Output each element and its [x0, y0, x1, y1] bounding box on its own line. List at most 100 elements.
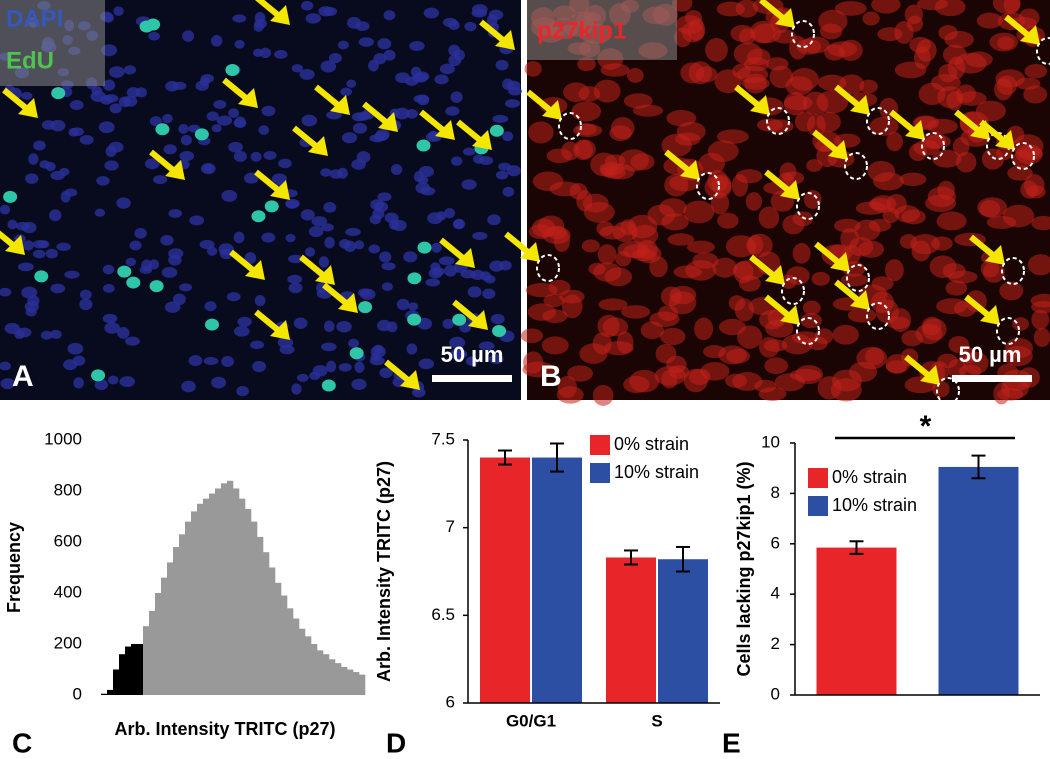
cell	[839, 74, 865, 95]
scale-bar-label: 50 µm	[441, 342, 504, 367]
cell	[620, 219, 637, 236]
nucleus	[25, 307, 37, 317]
cell-marker	[866, 302, 890, 330]
nucleus	[455, 349, 468, 359]
cell	[700, 362, 730, 381]
nucleus	[285, 233, 296, 243]
cell	[910, 234, 941, 255]
cell-marker	[791, 20, 815, 48]
nucleus	[253, 22, 264, 32]
nucleus	[482, 288, 496, 300]
cell	[929, 255, 957, 278]
nucleus	[41, 120, 56, 130]
edu-nucleus	[416, 139, 431, 152]
arrow-head	[18, 98, 38, 118]
nucleus	[182, 30, 195, 42]
nucleus	[107, 375, 119, 385]
cell	[840, 228, 860, 250]
error-bar	[971, 454, 986, 480]
nucleus	[420, 186, 436, 196]
cell	[1031, 215, 1050, 231]
x-tick-label: G0/G1	[506, 711, 556, 730]
nucleus	[67, 342, 84, 355]
cell	[901, 209, 926, 225]
nucleus	[148, 31, 160, 41]
histogram-bar	[251, 521, 258, 695]
nucleus	[449, 336, 466, 349]
cell	[948, 336, 970, 354]
nucleus	[261, 232, 276, 243]
nucleus	[492, 114, 509, 123]
nucleus	[340, 87, 353, 97]
cell	[671, 0, 693, 12]
cell	[733, 260, 754, 284]
bar	[658, 559, 708, 703]
edu-nucleus	[492, 324, 507, 337]
cell	[745, 192, 763, 211]
nucleus	[352, 122, 368, 134]
cell	[1011, 150, 1035, 168]
nucleus	[233, 118, 247, 128]
cell-marker	[781, 277, 805, 305]
nucleus	[45, 248, 59, 259]
cell	[716, 129, 749, 144]
nucleus	[250, 340, 265, 350]
nucleus	[502, 131, 514, 142]
cell	[659, 198, 687, 218]
arrow-head	[330, 95, 350, 115]
edu-nucleus	[225, 63, 240, 76]
nucleus	[203, 356, 219, 366]
nucleus	[445, 106, 460, 116]
nucleus	[391, 219, 407, 232]
cell	[734, 298, 755, 322]
nucleus	[318, 256, 330, 268]
nucleus	[465, 356, 479, 366]
nucleus	[148, 259, 160, 270]
nucleus	[413, 171, 424, 183]
nucleus	[102, 264, 115, 275]
cell	[1020, 180, 1038, 199]
x-axis-label: Arb. Intensity TRITC (p27)	[114, 719, 335, 739]
error-bar	[849, 540, 864, 555]
nucleus	[293, 317, 308, 329]
cell	[716, 1, 745, 17]
bar	[816, 547, 897, 695]
nucleus	[462, 147, 476, 156]
cell	[976, 12, 1003, 29]
nucleus	[346, 16, 362, 29]
nucleus	[216, 115, 233, 126]
edu-nucleus	[155, 123, 170, 136]
nucleus	[288, 282, 303, 294]
nucleus	[394, 107, 410, 120]
nucleus	[354, 361, 365, 373]
cell	[996, 75, 1018, 95]
cell	[666, 355, 687, 373]
scale-bar	[952, 375, 1032, 382]
cell	[803, 190, 822, 210]
arrow-head	[435, 120, 455, 140]
nucleus	[237, 316, 252, 327]
nucleus	[258, 125, 270, 135]
nucleus	[72, 355, 86, 366]
nucleus	[165, 80, 179, 92]
cell	[834, 218, 861, 233]
edu-nucleus	[126, 276, 141, 289]
y-tick-label: 7	[446, 517, 455, 536]
nucleus	[383, 49, 396, 61]
histogram-bar	[233, 488, 240, 695]
arrow-head	[750, 95, 770, 115]
nucleus	[109, 103, 122, 114]
arrow-head	[378, 112, 398, 132]
histogram-bar	[191, 511, 198, 695]
nucleus	[94, 379, 109, 391]
cell	[916, 0, 949, 11]
cell	[695, 66, 718, 83]
cell	[772, 29, 797, 44]
histogram-bar	[167, 562, 174, 695]
cell	[847, 307, 877, 323]
nucleus	[94, 208, 106, 217]
cell	[599, 225, 626, 240]
nucleus	[195, 80, 209, 91]
cell	[687, 240, 715, 254]
bar	[480, 457, 530, 703]
